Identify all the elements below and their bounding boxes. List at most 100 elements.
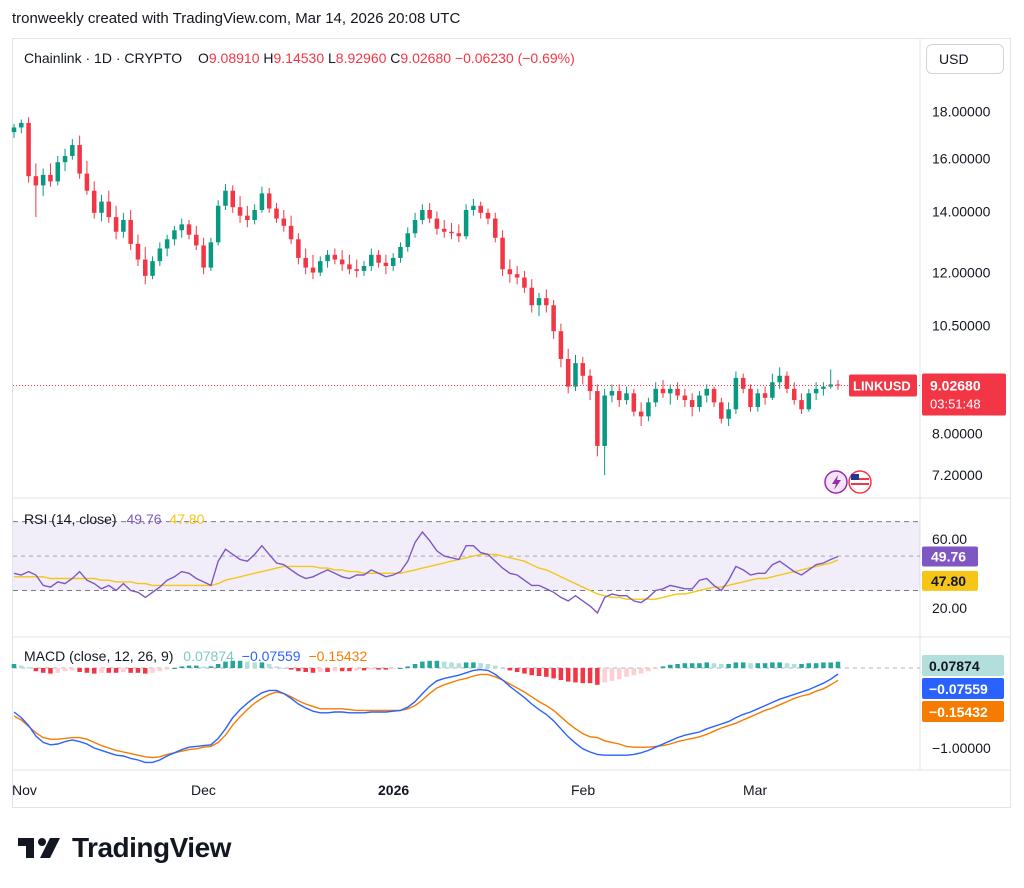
macd-hist-bar [675,664,680,668]
macd-hist-bar [259,662,265,668]
macd-hist-bar [478,663,483,668]
macd-hist-bar [529,668,534,676]
candle-body [26,122,31,177]
candle-body [157,248,163,262]
candle-body [813,388,819,394]
candle-body [544,298,549,306]
macd-hist-bar [441,661,447,668]
candle-body [638,411,644,417]
candle-body [194,234,199,246]
macd-hist-bar [281,668,287,669]
macd-hist-bar [682,663,688,668]
candle-body [500,237,505,270]
macd-hist-bar [653,668,658,669]
macd-hist-bar [84,668,90,673]
candle-body [281,218,287,226]
macd-title[interactable]: MACD (close, 12, 26, 9) [24,648,174,664]
macd-hist-bar [668,664,673,668]
macd-hist-bar [697,663,702,668]
rsi-title[interactable]: RSI (14, close) [24,511,117,527]
symbol-tag-label: LINKUSD [853,378,911,393]
candle-body [646,402,651,417]
candle-body [740,377,746,389]
candle-body [682,395,688,401]
time-axis-label: 2026 [378,782,409,798]
candle-body [55,162,61,182]
candle-body [762,393,768,398]
candle-body [332,254,338,260]
open-label: O [197,50,209,66]
candle-body [172,230,177,240]
candle-body [296,239,301,258]
macd-pane: 0.07874 −0.07559 −0.15432 [11,655,1004,764]
candle-body [19,122,24,128]
macd-legend: MACD (close, 12, 26, 9) 0.07874 −0.07559… [24,648,367,664]
macd-hist-bar [471,662,476,668]
macd-hist-bar [449,662,454,668]
macd-hist-bar [624,668,629,677]
candle-body [310,267,316,273]
macd-hist-bar [813,663,819,668]
candle-body [223,190,228,206]
candle-body [485,212,491,219]
candle-body [799,400,804,410]
macd-hist-bar [121,668,126,672]
macd-hist-bar [223,661,228,668]
macd-hist-bar [544,668,549,677]
candle-body [390,257,396,266]
candle-body [711,388,717,403]
macd-hist-value: 0.07874 [183,648,234,664]
macd-hist-bar [573,668,578,683]
macd-hist-bar [33,668,39,672]
rsi-ma-tag-text: 47.80 [931,573,966,589]
candle-body [347,264,352,270]
macd-hist-bar [274,666,279,668]
candle-body [565,358,571,387]
candle-body [135,243,141,260]
macd-hist-bar [405,666,411,668]
price-tag-bg [922,373,1006,416]
macd-hist-bar [296,668,301,672]
macd-hist-bar [398,668,403,669]
macd-hist-bar [748,663,753,668]
symbol-title[interactable]: Chainlink · 1D · CRYPTO [24,50,183,66]
macd-hist-bar [55,668,61,673]
macd-hist-bar [770,662,775,668]
candle-body [383,262,389,266]
candle-body [441,228,447,232]
macd-hist-bar [369,668,374,670]
us-flag-stripe [851,478,869,480]
candle-body [733,377,739,410]
tradingview-logo-icon [18,838,60,858]
macd-line [13,668,839,764]
macd-hist-bar [602,668,607,683]
macd-hist-bar [719,664,724,668]
macd-hist-bar [522,668,527,674]
candle-body [142,259,148,276]
attribution-header: tronweekly created with TradingView.com,… [12,10,461,27]
candle-body [325,254,330,262]
lightning-icon-glyph [832,475,841,490]
macd-hist-bar [215,664,221,668]
macd-hist-bar [799,664,804,668]
grid-layer [13,38,1010,771]
rsi-ma-tag [922,570,978,591]
candle-body [376,254,381,263]
macd-hist-bar [186,665,192,668]
candle-body [726,409,731,419]
macd-hist-bar [835,661,841,668]
candle-body [245,215,250,220]
macd-tick-label: −1.00000 [932,740,991,756]
candle-body [828,384,833,387]
macd-hist-bar [390,668,396,669]
candle-body [631,393,637,412]
candle-body [456,233,462,237]
candle-body [201,245,206,268]
tradingview-logo[interactable]: TradingView [18,832,231,864]
change-value: −0.06230 (−0.69%) [454,50,575,66]
price-tick-label: 18.00000 [932,104,991,120]
currency-button[interactable]: USD [926,44,1004,74]
macd-hist-bar [164,668,170,670]
candle-body [529,287,534,306]
